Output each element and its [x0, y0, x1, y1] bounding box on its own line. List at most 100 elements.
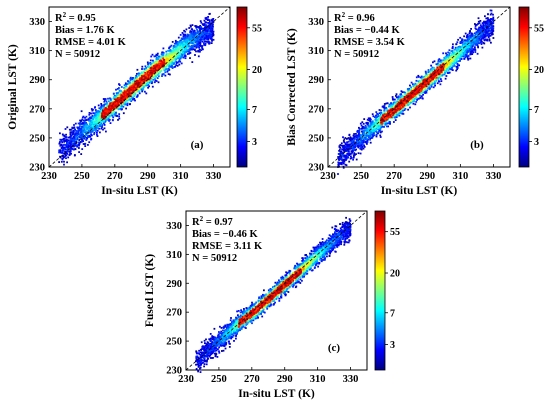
- density-point: [115, 92, 118, 94]
- density-point: [474, 25, 477, 27]
- density-point: [129, 76, 132, 79]
- density-point: [142, 72, 144, 74]
- density-point: [362, 147, 365, 150]
- density-point: [111, 114, 114, 117]
- density-point: [71, 142, 74, 145]
- density-point: [173, 66, 176, 68]
- density-point: [177, 48, 180, 51]
- density-point: [435, 63, 438, 66]
- density-point: [445, 75, 448, 77]
- density-point: [111, 113, 114, 115]
- density-point: [59, 132, 61, 135]
- density-point: [192, 33, 195, 36]
- density-point: [186, 39, 188, 42]
- density-point: [184, 54, 187, 57]
- density-point: [102, 98, 105, 100]
- density-point: [196, 30, 199, 33]
- density-point: [114, 105, 117, 107]
- density-point: [171, 58, 174, 61]
- y-tick-label: 270: [29, 104, 45, 115]
- density-point: [151, 68, 154, 70]
- density-point: [106, 103, 109, 106]
- density-point: [96, 131, 98, 134]
- density-point: [176, 42, 179, 44]
- density-point: [378, 112, 381, 115]
- density-point: [103, 124, 106, 126]
- density-point: [467, 58, 470, 61]
- density-point: [345, 159, 347, 161]
- density-point: [90, 129, 93, 132]
- density-point: [175, 53, 178, 56]
- density-point: [162, 57, 164, 60]
- density-point: [198, 35, 200, 38]
- density-point: [66, 144, 69, 147]
- density-point: [159, 71, 162, 73]
- density-point: [144, 68, 147, 71]
- density-point: [137, 81, 140, 84]
- density-point: [81, 130, 84, 133]
- density-point: [79, 125, 81, 128]
- density-point: [437, 62, 439, 65]
- density-point: [138, 74, 140, 77]
- density-point: [409, 106, 411, 109]
- density-point: [85, 132, 87, 134]
- density-point: [454, 46, 457, 49]
- density-point: [81, 125, 84, 128]
- density-point: [130, 100, 133, 102]
- density-point: [116, 107, 119, 110]
- density-point: [196, 28, 198, 31]
- density-point: [84, 126, 87, 129]
- density-point: [417, 74, 420, 77]
- density-point: [202, 37, 205, 39]
- density-point: [355, 143, 358, 146]
- density-point: [181, 44, 184, 46]
- density-point: [96, 135, 99, 137]
- density-point: [425, 90, 428, 92]
- density-point: [68, 128, 71, 131]
- density-point: [113, 103, 116, 105]
- density-point: [132, 83, 135, 86]
- density-point: [150, 65, 153, 67]
- density-point: [187, 37, 190, 40]
- density-point: [149, 75, 151, 77]
- density-point: [474, 46, 476, 49]
- density-point: [201, 23, 204, 26]
- density-point: [196, 26, 199, 28]
- density-point: [169, 50, 172, 53]
- density-point: [96, 129, 99, 132]
- density-point: [194, 31, 196, 34]
- density-point: [358, 133, 360, 135]
- density-point: [491, 21, 493, 24]
- density-point: [339, 150, 342, 153]
- density-point: [172, 49, 175, 52]
- density-point: [148, 79, 150, 82]
- density-point: [112, 93, 115, 95]
- density-point: [131, 78, 134, 81]
- density-point: [81, 148, 84, 150]
- density-point: [84, 145, 87, 147]
- density-point: [417, 97, 420, 100]
- density-point: [105, 103, 107, 105]
- density-point: [340, 163, 343, 166]
- density-point: [156, 69, 158, 72]
- stat-line: RMSE = 4.01 K: [55, 37, 127, 48]
- density-point: [159, 68, 162, 71]
- density-point: [159, 57, 162, 59]
- density-point: [118, 113, 121, 115]
- density-point: [201, 32, 204, 35]
- density-point: [62, 137, 65, 140]
- density-point: [203, 35, 206, 37]
- density-point: [199, 30, 202, 33]
- density-point: [202, 27, 205, 30]
- density-point: [480, 43, 483, 45]
- density-point: [69, 134, 72, 137]
- density-point: [184, 33, 186, 36]
- density-point: [84, 136, 86, 139]
- density-point: [191, 24, 194, 26]
- density-point: [134, 99, 136, 102]
- density-point: [413, 100, 415, 103]
- density-point: [189, 57, 191, 59]
- density-point: [67, 148, 69, 150]
- density-point: [196, 39, 199, 41]
- x-tick-label: 310: [173, 171, 189, 182]
